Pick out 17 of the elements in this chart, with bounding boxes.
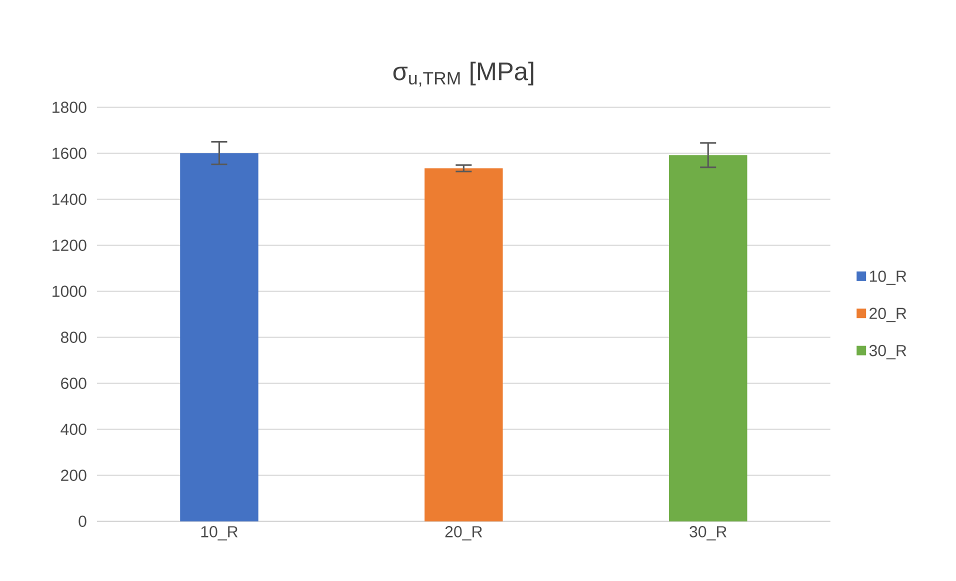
y-tick-label: 400 [60, 424, 86, 435]
y-tick-label: 1000 [52, 286, 86, 297]
legend-label: 30_R [869, 344, 906, 360]
y-tick-label: 0 [78, 516, 86, 527]
y-tick-label: 1400 [52, 194, 86, 205]
y-tick-label: 1800 [52, 102, 86, 113]
y-tick-label: 1200 [52, 240, 86, 251]
x-tick-label: 30_R [690, 526, 726, 540]
y-tick-label: 600 [61, 378, 86, 389]
y-tick-label: 200 [61, 470, 86, 481]
y-tick-label: 1600 [52, 148, 86, 159]
x-tick-label: 10_R [201, 526, 238, 540]
y-tick-label: 800 [60, 332, 86, 343]
chart-title: σ$_{u,TRM}$ [MPa] [393, 62, 534, 86]
legend-label: 10_R [870, 270, 906, 285]
legend-label: 20_R [870, 308, 906, 322]
x-tick-label: 20_R [445, 526, 482, 540]
